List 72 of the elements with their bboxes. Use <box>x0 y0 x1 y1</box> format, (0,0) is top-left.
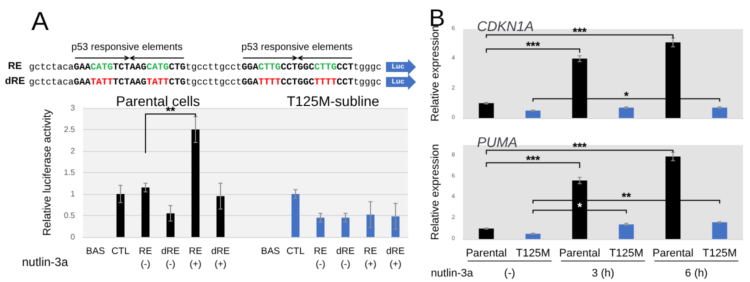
x-tick-label: T125M <box>516 248 550 260</box>
text: gctctacaGAATATTTCTAAGTATTCTGtgccttgcctGGATTTTCCTGGCTTTTCCTtgggc <box>29 76 382 88</box>
bar <box>618 224 634 239</box>
text: nutlin-3a <box>22 255 68 269</box>
x-tick-label: CTL <box>286 246 304 257</box>
bar <box>478 103 494 118</box>
text: dRE <box>5 76 25 87</box>
y-tick-label: 3 <box>70 104 76 112</box>
x-tick-label: RE (+) <box>364 246 378 270</box>
bar <box>572 180 588 239</box>
x-tick-label: RE (+) <box>188 246 202 270</box>
bar <box>216 196 224 237</box>
y-tick-label: 1 <box>70 190 76 198</box>
bar <box>618 108 634 118</box>
text: gctctacaGAACATGTCTAAGCATGCTGtgccttgcctGGACTTGCCTGGCCTTGCCTtgggc <box>29 61 382 72</box>
x-tick-label: dRE (+) <box>386 246 405 270</box>
annotation: T125M-subline <box>286 93 380 109</box>
text: 3 (h) <box>592 268 614 280</box>
text: A <box>31 6 49 36</box>
bar <box>116 194 124 237</box>
bar <box>392 216 400 237</box>
y-tick-label: 2 <box>70 146 76 156</box>
chart-title: PUMA <box>477 134 518 150</box>
x-tick-label: Parental <box>652 248 694 260</box>
text: p53 responsive elements <box>241 42 353 53</box>
bar <box>342 218 350 237</box>
chart-title: CDKN1A <box>477 18 534 34</box>
y-tick-label: 2.5 <box>64 125 76 134</box>
y-axis-title: Relative luciferase activity <box>41 108 54 236</box>
bar <box>666 42 680 118</box>
bar <box>478 228 494 239</box>
x-tick-label: Parental <box>466 248 507 260</box>
annotation: ** <box>622 190 631 204</box>
x-tick-label: BAS <box>260 246 280 257</box>
x-tick-label: BAS <box>86 246 106 257</box>
text: p53 responsive elements <box>71 42 183 53</box>
annotation: * <box>577 200 582 214</box>
text: RE <box>8 61 22 72</box>
text: nutlin-3a <box>430 268 474 280</box>
y-axis-title: Relative expression <box>429 144 442 240</box>
bar <box>366 214 374 237</box>
text: 6 (h) <box>685 268 708 280</box>
annotation: *** <box>526 152 540 167</box>
x-tick-label: Parental <box>559 248 600 260</box>
x-tick-label: T125M <box>702 248 737 260</box>
bar <box>572 58 588 118</box>
bar <box>316 218 324 237</box>
annotation: *** <box>572 140 587 154</box>
bar <box>292 194 300 237</box>
annotation: * <box>624 88 629 103</box>
bar <box>712 222 728 239</box>
text: (-) <box>504 268 516 280</box>
y-axis-title: Relative expression <box>429 26 442 122</box>
y-tick-label: 0 <box>70 232 76 242</box>
x-tick-label: CTL <box>112 246 130 257</box>
bar <box>192 130 200 237</box>
x-tick-label: dRE (-) <box>336 246 355 270</box>
y-tick-label: 1.5 <box>64 168 76 177</box>
x-tick-label: dRE (-) <box>161 246 180 270</box>
bar <box>526 110 540 118</box>
bar <box>666 156 680 239</box>
x-tick-label: T125M <box>609 248 644 260</box>
x-tick-label: RE (-) <box>314 246 328 270</box>
bar <box>142 188 150 237</box>
bar <box>526 234 540 239</box>
annotation: *** <box>572 24 587 39</box>
annotation: *** <box>526 39 540 54</box>
bar <box>166 213 174 237</box>
y-tick-label: 0.5 <box>64 211 76 220</box>
bar <box>712 108 728 118</box>
x-tick-label: dRE (+) <box>211 246 230 270</box>
x-tick-label: RE (-) <box>138 246 152 270</box>
